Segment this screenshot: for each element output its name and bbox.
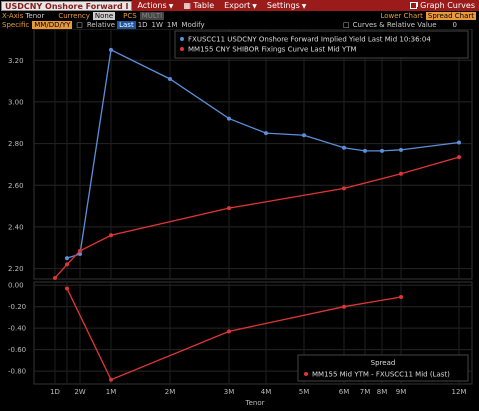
bottom-ytick-label: -0.20 xyxy=(8,303,26,311)
legend-label-1: MM155 CNY SHIBOR Fixings Curve Last Mid … xyxy=(188,46,357,54)
bottom-legend-marker xyxy=(304,372,308,376)
popout-icon xyxy=(410,2,419,9)
x-axis-label: Tenor xyxy=(245,399,265,407)
top-series-0-point-4M xyxy=(264,131,268,136)
chevron-down-icon: ▼ xyxy=(252,3,257,10)
top-series-1-point-2W xyxy=(78,248,82,253)
top-ytick-label: 2.80 xyxy=(8,140,24,148)
bottom-ytick-label: 0.00 xyxy=(8,282,24,290)
legend-marker-0 xyxy=(180,37,184,41)
lower-chart-label: Lower Chart xyxy=(380,11,423,20)
bottom-legend-title: Spread xyxy=(371,359,396,367)
top-series-0-point-12M xyxy=(457,140,461,145)
curves-checkbox-icon[interactable]: □ xyxy=(343,20,350,29)
bottom-series-0-point-9M xyxy=(399,295,403,300)
top-ytick-label: 3.20 xyxy=(8,57,24,65)
menu-settings[interactable]: Settings ▼ xyxy=(266,1,307,10)
top-series-0-point-1M xyxy=(109,47,113,52)
specific-date-input[interactable]: MM/DD/YY xyxy=(32,20,73,29)
chart-svg[interactable]: 3.20 3.00 2.80 2.60 2.40 2.20 FXUSCC11 USDCNY … xyxy=(0,28,479,411)
top-series-0-point-3M xyxy=(227,116,231,121)
curves-relative-label: Curves & Relative Value xyxy=(352,20,437,29)
xtick-label-2W: 2W xyxy=(74,388,85,396)
xtick-label-6M: 6M xyxy=(339,388,350,396)
currency-label: Currency xyxy=(58,11,90,20)
table-icon: ▦ xyxy=(183,1,191,10)
xtick-label-9M: 9M xyxy=(396,388,407,396)
top-series-1-point-9M xyxy=(399,171,403,176)
bottom-legend-label: MM155 Mid YTM - FXUSCC11 Mid (Last) xyxy=(312,371,450,379)
xtick-label-2M: 2M xyxy=(165,388,176,396)
top-ytick-label: 2.20 xyxy=(8,265,24,273)
top-ytick-label: 2.60 xyxy=(8,182,24,190)
xtick-label-8M: 8M xyxy=(377,388,388,396)
graph-curves-button[interactable]: Graph Curves xyxy=(406,0,479,11)
xtick-label-5M: 5M xyxy=(299,388,310,396)
pcs-select[interactable]: MULTI xyxy=(139,11,165,20)
toolbar: Specific MM/DD/YY □ Relative Last 1D 1W … xyxy=(0,20,479,29)
top-series-0-point-1W xyxy=(65,256,69,261)
chart-area: 3.20 3.00 2.80 2.60 2.40 2.20 FXUSCC11 USDCNY … xyxy=(0,28,479,411)
menu-bar: Actions ▼ ▦ Table Export ▼ Settings ▼ Graph… xyxy=(132,0,479,11)
toolbar-button-modify[interactable]: Modify xyxy=(181,20,205,29)
menu-table[interactable]: ▦ Table xyxy=(183,1,215,10)
chevron-down-icon: ▼ xyxy=(168,3,174,10)
toolbar-button-last[interactable]: Last xyxy=(117,20,136,29)
bottom-ytick-label: -0.40 xyxy=(8,325,26,333)
top-series-0-point-8M xyxy=(380,148,384,153)
top-series-1-point-3M xyxy=(227,206,231,211)
bottom-legend-box xyxy=(297,354,469,382)
top-series-1-point-1W xyxy=(65,262,69,267)
lower-chart-select[interactable]: Spread Chart xyxy=(425,11,476,20)
menu-actions[interactable]: Actions ▼ xyxy=(137,1,174,10)
top-ytick-label: 2.40 xyxy=(8,223,24,231)
xtick-label-4M: 4M xyxy=(261,388,272,396)
top-series-0-point-5M xyxy=(302,133,306,138)
top-series-1-point-6M xyxy=(342,186,346,191)
bottom-series-0-point-3M xyxy=(227,329,231,334)
bottom-series-0-point-1M xyxy=(109,377,113,382)
bottom-ytick-label: -0.80 xyxy=(8,368,26,376)
relative-label: Relative xyxy=(86,20,116,29)
specific-label: Specific xyxy=(2,20,30,29)
relative-checkbox-icon[interactable]: □ xyxy=(76,20,83,29)
bottom-series-0-point-1W xyxy=(65,286,69,291)
top-series-0-point-2W xyxy=(78,252,82,256)
pcs-label: PCS xyxy=(123,11,137,20)
page-title: USDCNY Onshore Forward I xyxy=(1,0,133,11)
xaxis-value[interactable]: Tenor xyxy=(25,11,45,20)
top-series-1-point-12M xyxy=(457,155,461,160)
currency-select[interactable]: None xyxy=(92,11,116,20)
xtick-label-1D: 1D xyxy=(50,388,60,396)
top-series-1-point-1D xyxy=(53,275,57,280)
legend-label-0: FXUSCC11 USDCNY Onshore Forward Implied … xyxy=(188,36,431,44)
menu-export[interactable]: Export ▼ xyxy=(224,1,257,10)
top-series-1-point-1M xyxy=(109,233,113,238)
toolbar-button-1w[interactable]: 1W xyxy=(151,20,163,29)
top-legend-box xyxy=(174,30,469,59)
top-series-0-point-6M xyxy=(342,145,346,150)
xaxis-label: X-Axis xyxy=(2,11,24,20)
xtick-label-12M: 12M xyxy=(452,388,467,396)
toolbar-button-1m[interactable]: 1M xyxy=(166,20,178,29)
top-series-1-line xyxy=(54,156,460,279)
bottom-series-0-point-6M xyxy=(342,304,346,309)
chevron-down-icon: ▼ xyxy=(301,3,307,10)
bottom-ytick-label: -0.60 xyxy=(8,346,26,354)
top-series-0-point-7M xyxy=(363,148,367,153)
top-ytick-label: 3.00 xyxy=(8,98,24,106)
toolbar-button-1d[interactable]: 1D xyxy=(137,20,148,29)
settings-bar: X-Axis Tenor Currency None PCS MULTI Low… xyxy=(0,11,479,20)
curves-count: 0 xyxy=(452,20,457,29)
title-bar: USDCNY Onshore Forward I Actions ▼ ▦ Tabl… xyxy=(0,0,479,11)
xtick-label-3M: 3M xyxy=(224,388,235,396)
top-series-0-point-2M xyxy=(168,77,172,81)
xtick-label-7M: 7M xyxy=(360,388,371,396)
xtick-label-1M: 1M xyxy=(106,388,117,396)
top-series-0-point-9M xyxy=(399,147,403,152)
top-series-0-line xyxy=(66,48,460,259)
legend-marker-1 xyxy=(180,47,184,51)
